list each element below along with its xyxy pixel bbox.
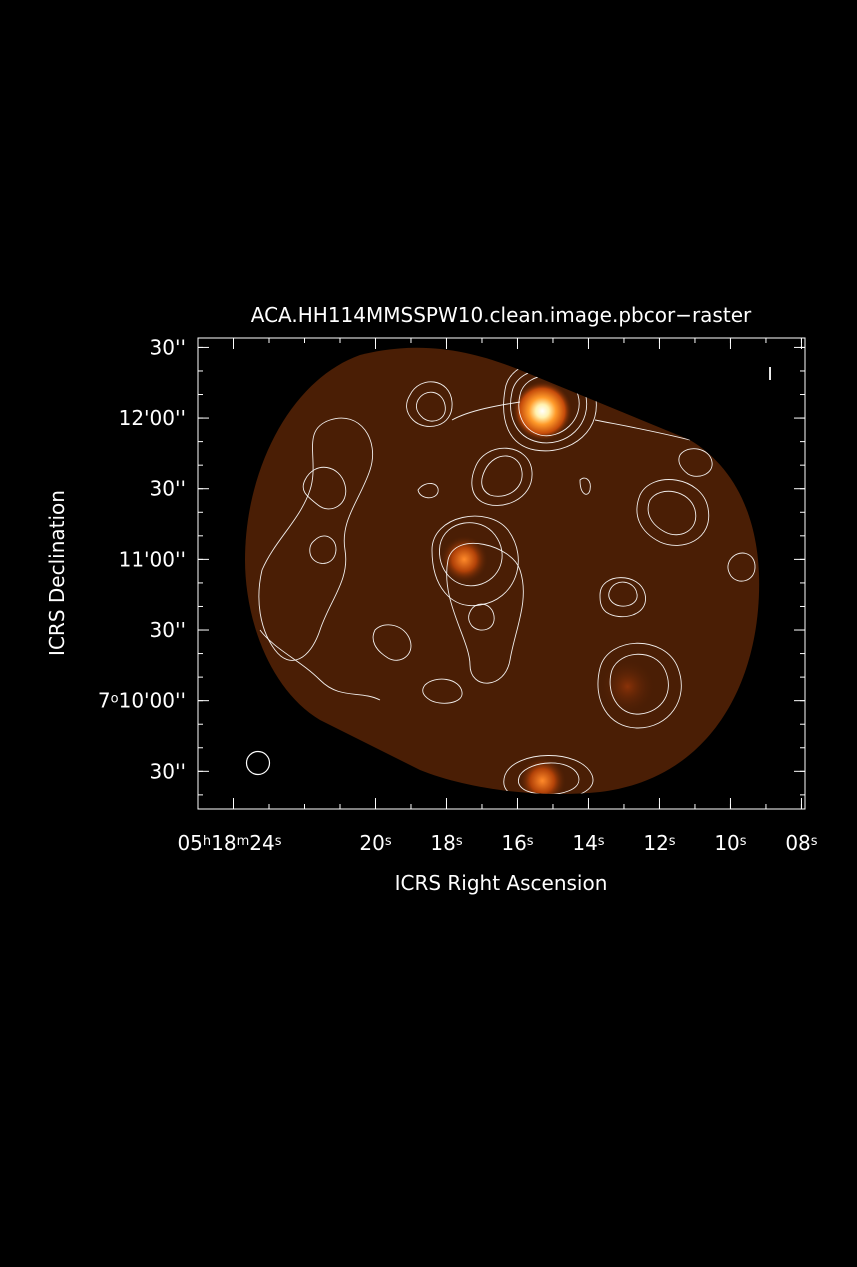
- y-tick-label: 30'': [150, 759, 186, 783]
- contour-line: [471, 447, 533, 506]
- x-axis-label: ICRS Right Ascension: [395, 871, 608, 895]
- y-tick-label: 12'00'': [119, 406, 186, 430]
- contour-line: [309, 535, 337, 564]
- source-blob: [512, 381, 573, 442]
- y-axis-label: ICRS Declination: [45, 490, 69, 656]
- y-tick-label: 30'': [150, 335, 186, 359]
- plot-frame: [197, 337, 806, 810]
- sources-layer: [440, 381, 656, 794]
- field-background: [245, 347, 760, 794]
- contour-line: [468, 603, 495, 631]
- source-blob: [599, 658, 656, 715]
- contour-line: [727, 552, 756, 582]
- contour-line: [451, 401, 521, 421]
- contour-line: [503, 755, 594, 794]
- contour-line: [481, 455, 523, 497]
- contour-line: [417, 483, 439, 499]
- x-tick-label: 10s: [714, 831, 746, 855]
- contour-line: [608, 581, 638, 607]
- x-tick-label: 18s: [430, 831, 462, 855]
- y-tick-label: 30'': [150, 618, 186, 642]
- contour-line: [406, 381, 453, 427]
- contour-line: [446, 542, 524, 684]
- chart-title: ACA.HH114MMSSPW10.clean.image.pbcor−rast…: [251, 303, 752, 327]
- beam-ellipse: [245, 750, 271, 776]
- stokes-label: I: [767, 364, 772, 385]
- x-tick-label: 20s: [359, 831, 391, 855]
- x-tick-label: 12s: [643, 831, 675, 855]
- contour-line: [597, 642, 682, 729]
- contour-line: [636, 479, 710, 546]
- x-tick-label: 05h18m24s: [177, 831, 281, 855]
- y-axis: 30'' 12'00'' 30'' 11'00'' 30'' 7o10'00'' 30'': [98, 335, 805, 796]
- contour-line: [678, 448, 713, 477]
- contour-line: [609, 653, 669, 715]
- contour-line: [579, 477, 591, 495]
- contour-line: [259, 629, 381, 701]
- x-tick-label: 08s: [785, 831, 817, 855]
- y-tick-label: 7o10'00'': [98, 689, 186, 713]
- contour-line: [518, 762, 580, 794]
- contour-line: [422, 678, 463, 704]
- source-blob: [440, 535, 489, 584]
- contour-line: [431, 515, 519, 607]
- contour-line: [415, 391, 446, 422]
- y-tick-label: 30'': [150, 477, 186, 501]
- contour-line: [439, 522, 503, 587]
- contour-line: [302, 466, 347, 510]
- image-raster: [245, 347, 760, 794]
- contour-line: [372, 624, 412, 661]
- x-tick-label: 14s: [572, 831, 604, 855]
- contour-line: [599, 577, 646, 618]
- x-tick-label: 16s: [501, 831, 533, 855]
- y-tick-label: 11'00'': [119, 547, 186, 571]
- source-blob: [518, 756, 567, 794]
- x-axis: 05h18m24s 20s 18s 16s 14s 12s 10s 08s: [177, 338, 818, 855]
- contour-line: [258, 417, 374, 661]
- contour-line: [647, 490, 697, 536]
- contour-line: [594, 419, 691, 441]
